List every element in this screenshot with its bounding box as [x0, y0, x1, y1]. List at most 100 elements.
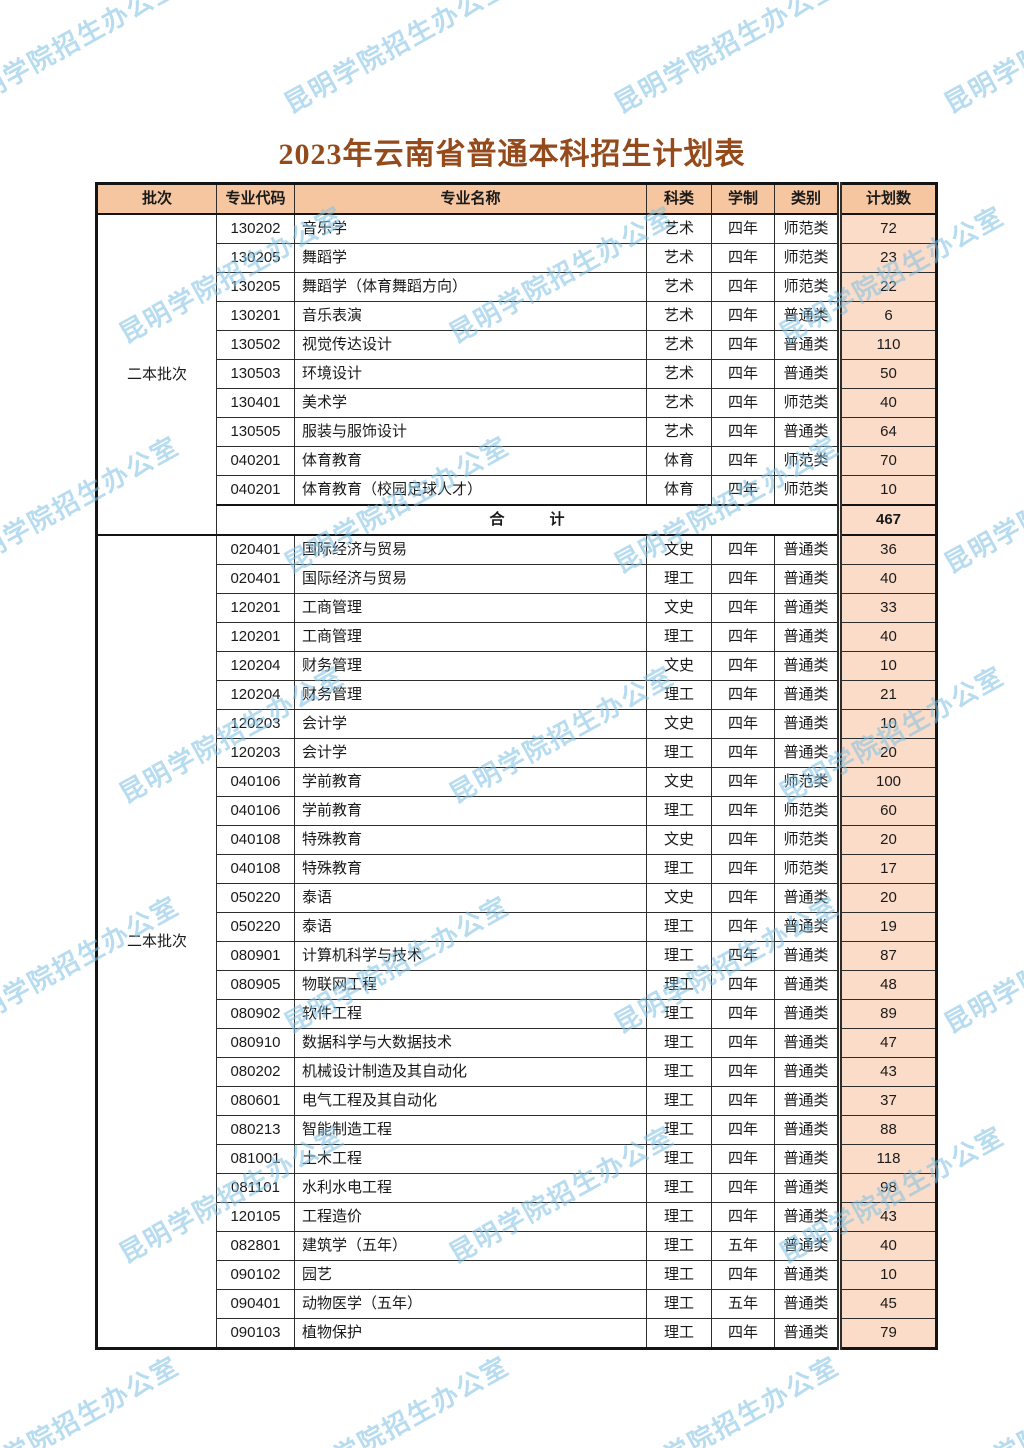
cell-count: 98 — [837, 1173, 937, 1203]
cell-code: 130205 — [216, 272, 295, 302]
table-row: 082801 建筑学（五年） 理工 五年 普通类 40 — [97, 1231, 937, 1261]
cell-type: 普通类 — [774, 1173, 840, 1203]
cell-subject: 理工 — [646, 796, 712, 826]
column-header-years: 学制 — [711, 183, 775, 215]
cell-type: 师范类 — [774, 213, 840, 244]
cell-years: 五年 — [711, 1289, 775, 1319]
cell-code: 090102 — [216, 1260, 295, 1290]
cell-count: 6 — [837, 301, 937, 331]
cell-name: 特殊教育 — [294, 854, 647, 884]
cell-count: 37 — [837, 1086, 937, 1116]
cell-name: 建筑学（五年） — [294, 1231, 647, 1261]
total-label: 合 计 — [216, 504, 840, 536]
cell-subject: 理工 — [646, 1086, 712, 1116]
cell-name: 工程造价 — [294, 1202, 647, 1232]
cell-name: 机械设计制造及其自动化 — [294, 1057, 647, 1087]
cell-count: 10 — [837, 651, 937, 681]
cell-type: 师范类 — [774, 854, 840, 884]
cell-code: 080213 — [216, 1115, 295, 1145]
cell-code: 090401 — [216, 1289, 295, 1319]
cell-years: 四年 — [711, 1086, 775, 1116]
cell-name: 美术学 — [294, 388, 647, 418]
cell-type: 普通类 — [774, 622, 840, 652]
cell-type: 普通类 — [774, 1318, 840, 1349]
cell-count: 33 — [837, 593, 937, 623]
cell-name: 数据科学与大数据技术 — [294, 1028, 647, 1058]
cell-count: 17 — [837, 854, 937, 884]
cell-type: 普通类 — [774, 970, 840, 1000]
cell-name: 学前教育 — [294, 796, 647, 826]
table-row: 080601 电气工程及其自动化 理工 四年 普通类 37 — [97, 1086, 937, 1116]
cell-code: 130205 — [216, 243, 295, 273]
cell-type: 普通类 — [774, 301, 840, 331]
cell-code: 040201 — [216, 446, 295, 476]
cell-subject: 理工 — [646, 564, 712, 594]
cell-subject: 文史 — [646, 767, 712, 797]
cell-count: 22 — [837, 272, 937, 302]
cell-type: 师范类 — [774, 272, 840, 302]
cell-type: 普通类 — [774, 709, 840, 739]
cell-code: 080601 — [216, 1086, 295, 1116]
cell-type: 普通类 — [774, 1202, 840, 1232]
cell-name: 软件工程 — [294, 999, 647, 1029]
total-row: 合 计 467 — [97, 504, 937, 536]
cell-years: 四年 — [711, 796, 775, 826]
cell-name: 体育教育 — [294, 446, 647, 476]
cell-name: 国际经济与贸易 — [294, 564, 647, 594]
table-row: 040106 学前教育 理工 四年 师范类 60 — [97, 796, 937, 826]
cell-count: 20 — [837, 825, 937, 855]
cell-count: 40 — [837, 388, 937, 418]
cell-count: 23 — [837, 243, 937, 273]
cell-years: 四年 — [711, 941, 775, 971]
cell-name: 动物医学（五年） — [294, 1289, 647, 1319]
cell-name: 财务管理 — [294, 651, 647, 681]
cell-code: 050220 — [216, 883, 295, 913]
cell-name: 泰语 — [294, 912, 647, 942]
cell-type: 普通类 — [774, 359, 840, 389]
cell-years: 四年 — [711, 272, 775, 302]
cell-type: 师范类 — [774, 825, 840, 855]
cell-code: 040201 — [216, 475, 295, 506]
table-row: 090102 园艺 理工 四年 普通类 10 — [97, 1260, 937, 1290]
cell-count: 40 — [837, 622, 937, 652]
cell-code: 081101 — [216, 1173, 295, 1203]
cell-type: 师范类 — [774, 243, 840, 273]
cell-type: 普通类 — [774, 999, 840, 1029]
total-value: 467 — [837, 504, 937, 536]
cell-years: 四年 — [711, 446, 775, 476]
table-row: 080910 数据科学与大数据技术 理工 四年 普通类 47 — [97, 1028, 937, 1058]
cell-years: 四年 — [711, 854, 775, 884]
cell-name: 会计学 — [294, 738, 647, 768]
cell-years: 四年 — [711, 767, 775, 797]
cell-name: 园艺 — [294, 1260, 647, 1290]
table-row: 040201 体育教育（校园足球人才） 体育 四年 师范类 10 — [97, 475, 937, 506]
table-row: 130205 舞蹈学（体育舞蹈方向） 艺术 四年 师范类 22 — [97, 272, 937, 302]
cell-name: 会计学 — [294, 709, 647, 739]
table-row: 120204 财务管理 文史 四年 普通类 10 — [97, 651, 937, 681]
cell-subject: 理工 — [646, 1028, 712, 1058]
cell-name: 工商管理 — [294, 622, 647, 652]
cell-code: 120105 — [216, 1202, 295, 1232]
cell-subject: 理工 — [646, 1057, 712, 1087]
cell-name: 物联网工程 — [294, 970, 647, 1000]
cell-count: 10 — [837, 475, 937, 506]
cell-subject: 理工 — [646, 1260, 712, 1290]
cell-code: 080910 — [216, 1028, 295, 1058]
cell-subject: 文史 — [646, 825, 712, 855]
watermark-text: 昆明学院招生办公室 — [939, 890, 1024, 1040]
watermark-text: 昆明学院招生办公室 — [939, 0, 1024, 120]
cell-years: 四年 — [711, 709, 775, 739]
cell-code: 040106 — [216, 767, 295, 797]
table-row: 080213 智能制造工程 理工 四年 普通类 88 — [97, 1115, 937, 1145]
column-header-code: 专业代码 — [216, 183, 295, 215]
table-row: 040108 特殊教育 理工 四年 师范类 17 — [97, 854, 937, 884]
cell-subject: 文史 — [646, 534, 712, 565]
cell-type: 师范类 — [774, 796, 840, 826]
cell-years: 四年 — [711, 301, 775, 331]
cell-code: 020401 — [216, 564, 295, 594]
cell-subject: 艺术 — [646, 359, 712, 389]
cell-type: 师范类 — [774, 446, 840, 476]
cell-code: 120201 — [216, 622, 295, 652]
cell-count: 45 — [837, 1289, 937, 1319]
cell-subject: 文史 — [646, 593, 712, 623]
